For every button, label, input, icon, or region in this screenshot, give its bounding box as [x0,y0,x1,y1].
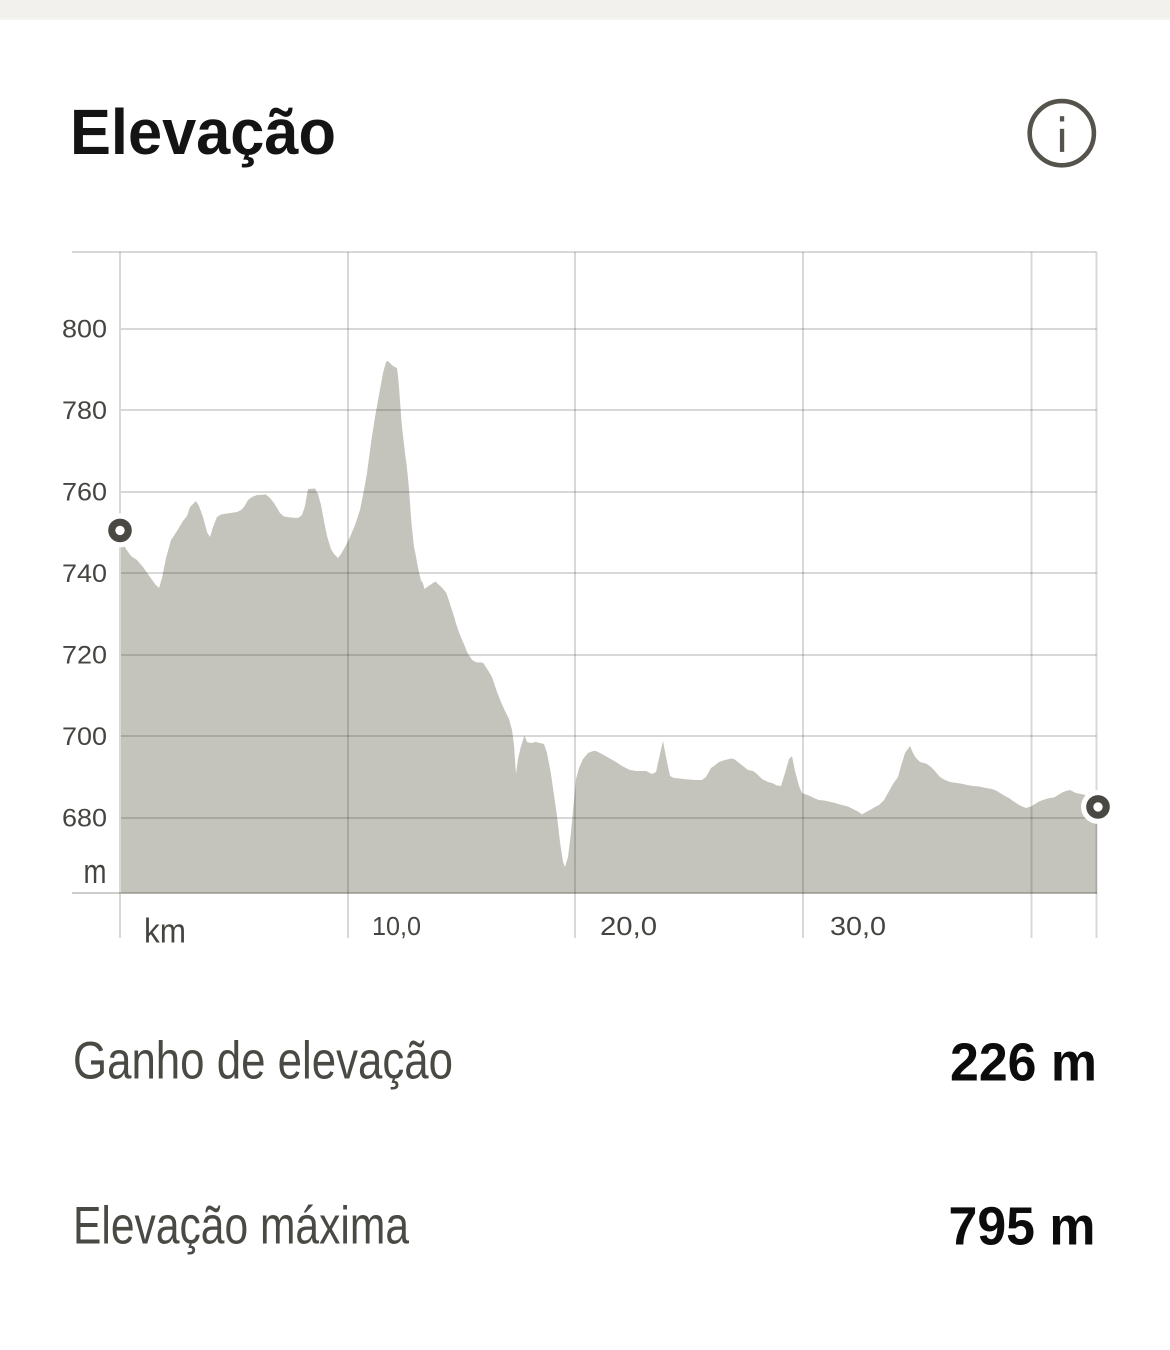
svg-text:680: 680 [62,805,107,833]
svg-text:760: 760 [62,479,107,507]
svg-text:Ganho de elevação: Ganho de elevação [73,1032,453,1091]
svg-text:720: 720 [62,642,107,670]
svg-text:km: km [144,913,186,951]
svg-text:Elevação: Elevação [70,96,336,168]
svg-text:740: 740 [62,560,107,588]
svg-text:20,0: 20,0 [600,911,657,941]
svg-text:780: 780 [62,397,107,425]
svg-text:800: 800 [62,316,107,344]
svg-text:30,0: 30,0 [830,911,886,941]
svg-text:10,0: 10,0 [372,911,421,941]
svg-text:226 m: 226 m [950,1033,1097,1093]
svg-text:795 m: 795 m [949,1197,1096,1257]
svg-text:700: 700 [62,723,107,751]
svg-text:m: m [84,853,107,891]
svg-text:Elevação máxima: Elevação máxima [73,1197,409,1256]
